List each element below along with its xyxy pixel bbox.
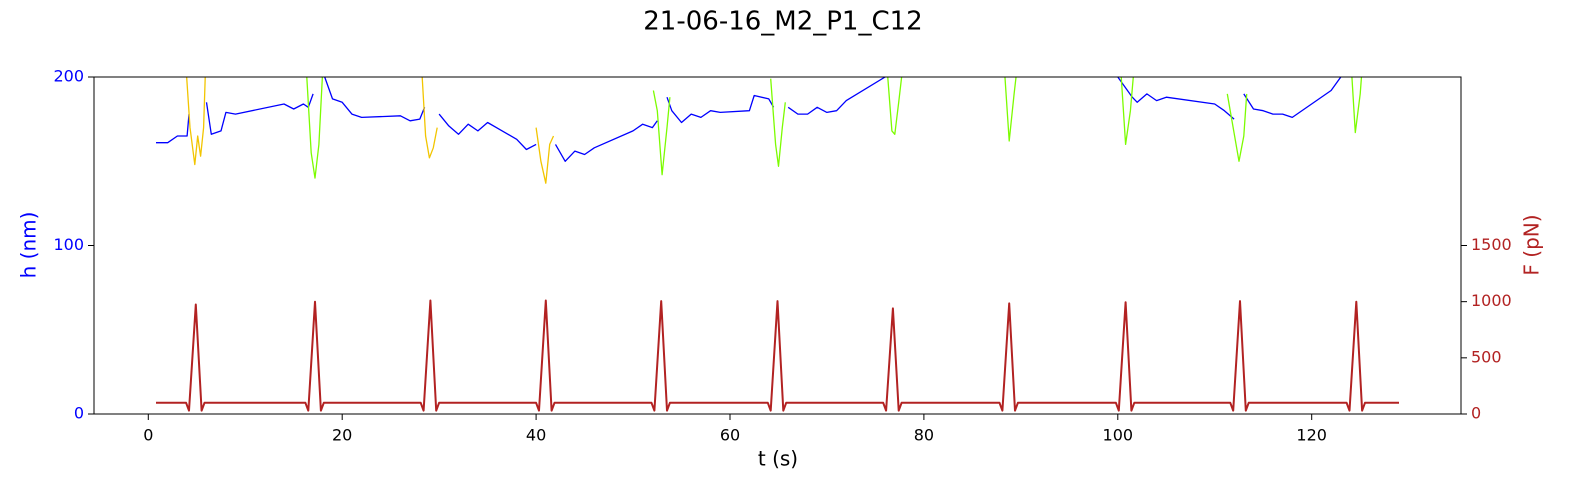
y2-tick-label: 1500 (1471, 235, 1512, 254)
x-tick-label: 0 (143, 426, 153, 445)
x-axis-label: t (s) (758, 447, 798, 471)
series-line (306, 77, 1363, 179)
y-tick-label: 100 (53, 235, 84, 254)
y2-tick-label: 1000 (1471, 291, 1512, 310)
plot-area (156, 77, 1399, 412)
x-tick-label: 60 (720, 426, 740, 445)
y-axis-label: h (nm) (17, 212, 41, 279)
x-tick-label: 20 (332, 426, 352, 445)
x-tick-label: 100 (1103, 426, 1134, 445)
chart-title: 21-06-16_M2_P1_C12 (643, 7, 922, 37)
y-tick-label: 200 (53, 67, 84, 86)
y2-tick-label: 0 (1471, 404, 1481, 423)
y2-axis-label: F (pN) (1520, 214, 1544, 275)
series-line (156, 299, 1399, 412)
series-line (156, 77, 1342, 162)
y-tick-label: 0 (74, 404, 84, 423)
plot-frame (93, 76, 1462, 415)
x-tick-label: 80 (914, 426, 934, 445)
y2-tick-label: 500 (1471, 347, 1502, 366)
x-tick-label: 40 (526, 426, 546, 445)
series-line (186, 77, 555, 184)
x-tick-label: 120 (1296, 426, 1327, 445)
